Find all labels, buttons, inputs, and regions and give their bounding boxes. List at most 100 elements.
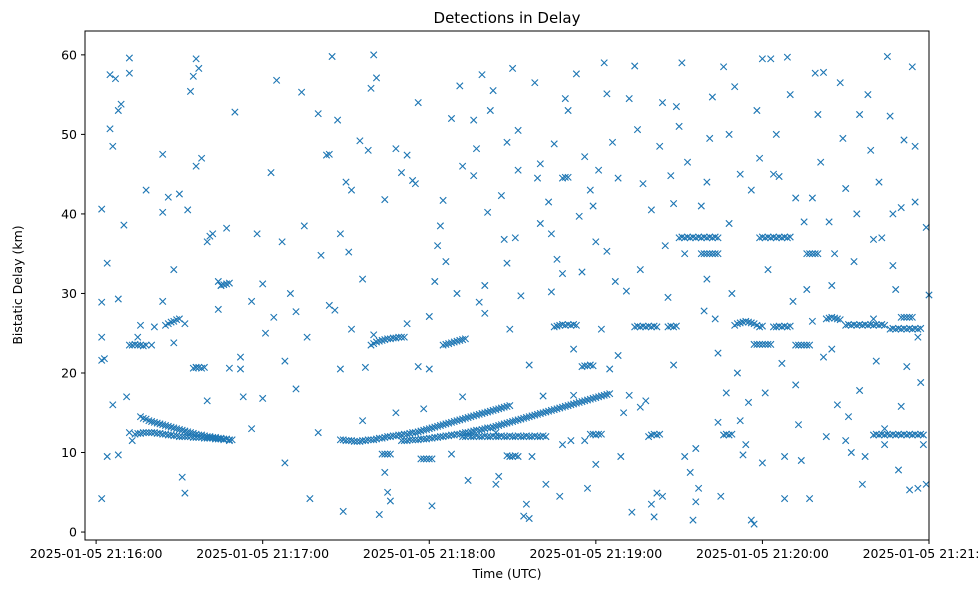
data-point bbox=[658, 492, 667, 500]
data-point bbox=[470, 116, 478, 124]
data-point bbox=[278, 238, 286, 246]
data-point bbox=[739, 451, 747, 459]
data-point bbox=[203, 397, 211, 405]
data-point bbox=[414, 99, 422, 107]
data-point bbox=[633, 126, 642, 134]
data-point bbox=[484, 208, 492, 216]
data-point bbox=[758, 55, 766, 63]
data-point bbox=[417, 435, 425, 443]
data-point bbox=[270, 313, 278, 321]
data-point bbox=[758, 340, 766, 348]
data-point bbox=[681, 452, 689, 461]
data-point bbox=[159, 208, 167, 216]
data-point bbox=[511, 234, 519, 242]
data-point bbox=[767, 340, 775, 348]
data-point bbox=[783, 53, 791, 61]
data-point bbox=[731, 83, 739, 91]
data-point bbox=[919, 431, 927, 439]
data-point bbox=[889, 262, 897, 270]
data-point bbox=[514, 452, 522, 461]
data-point bbox=[145, 429, 153, 437]
data-point bbox=[706, 250, 714, 258]
points-layer bbox=[98, 51, 933, 528]
data-point bbox=[597, 430, 605, 438]
data-point bbox=[106, 125, 114, 133]
data-point bbox=[386, 450, 394, 458]
data-point bbox=[900, 136, 908, 144]
data-point bbox=[342, 437, 350, 445]
data-point bbox=[447, 114, 456, 123]
data-point bbox=[872, 357, 880, 365]
data-point bbox=[897, 402, 905, 410]
data-point bbox=[897, 204, 905, 212]
data-point bbox=[822, 433, 830, 441]
data-point bbox=[395, 333, 403, 341]
data-point bbox=[844, 413, 853, 421]
data-point bbox=[692, 498, 700, 506]
data-point bbox=[189, 433, 197, 441]
data-point bbox=[856, 110, 864, 119]
data-point bbox=[478, 71, 486, 79]
data-point bbox=[200, 434, 208, 442]
data-point bbox=[756, 340, 764, 348]
data-point bbox=[347, 325, 356, 333]
data-point bbox=[814, 250, 822, 258]
data-point bbox=[711, 250, 719, 258]
data-point bbox=[583, 484, 592, 492]
data-point bbox=[370, 51, 378, 59]
data-point bbox=[420, 455, 428, 463]
y-axis: 0 10 20 30 40 50 60 bbox=[61, 47, 85, 540]
data-point bbox=[195, 433, 203, 441]
data-point bbox=[875, 178, 883, 186]
data-point bbox=[761, 340, 769, 348]
data-point bbox=[672, 322, 680, 330]
data-point bbox=[606, 390, 614, 398]
data-point bbox=[367, 84, 375, 92]
data-point bbox=[203, 434, 211, 442]
data-point bbox=[109, 401, 117, 409]
data-point bbox=[786, 91, 794, 99]
data-point bbox=[595, 430, 603, 438]
data-point bbox=[758, 322, 766, 330]
data-point bbox=[503, 138, 511, 146]
data-point bbox=[98, 205, 106, 213]
data-point bbox=[186, 87, 195, 95]
data-point bbox=[428, 455, 436, 463]
y-tick-label: 40 bbox=[61, 206, 77, 221]
data-point bbox=[639, 180, 647, 188]
y-axis-label: Bistatic Delay (km) bbox=[10, 225, 25, 344]
data-point bbox=[914, 484, 922, 492]
data-point bbox=[225, 437, 233, 445]
data-point bbox=[603, 90, 611, 98]
data-point bbox=[114, 106, 122, 115]
data-point bbox=[572, 321, 580, 329]
x-tick-label: 2025-01-05 21:20:00 bbox=[696, 546, 829, 561]
data-point bbox=[142, 341, 150, 349]
data-point bbox=[192, 433, 200, 441]
data-point bbox=[345, 248, 353, 256]
x-axis-label: Time (UTC) bbox=[471, 566, 541, 581]
data-point bbox=[711, 315, 719, 323]
data-point bbox=[425, 455, 433, 463]
data-point bbox=[547, 230, 555, 238]
data-point bbox=[381, 196, 389, 204]
data-point bbox=[225, 436, 233, 444]
data-point bbox=[625, 391, 633, 399]
data-point bbox=[414, 363, 422, 371]
data-point bbox=[597, 325, 605, 333]
data-point bbox=[356, 137, 364, 145]
data-point bbox=[681, 250, 689, 258]
data-point bbox=[142, 186, 150, 194]
data-point bbox=[761, 389, 769, 397]
data-point bbox=[656, 142, 664, 150]
data-point bbox=[767, 55, 775, 63]
data-point bbox=[381, 450, 389, 458]
data-point bbox=[567, 437, 575, 445]
data-point bbox=[570, 391, 578, 399]
data-point bbox=[742, 441, 750, 449]
data-point bbox=[828, 345, 836, 353]
data-point bbox=[103, 452, 111, 461]
data-point bbox=[661, 242, 669, 250]
data-point bbox=[670, 361, 678, 369]
data-point bbox=[125, 54, 133, 62]
